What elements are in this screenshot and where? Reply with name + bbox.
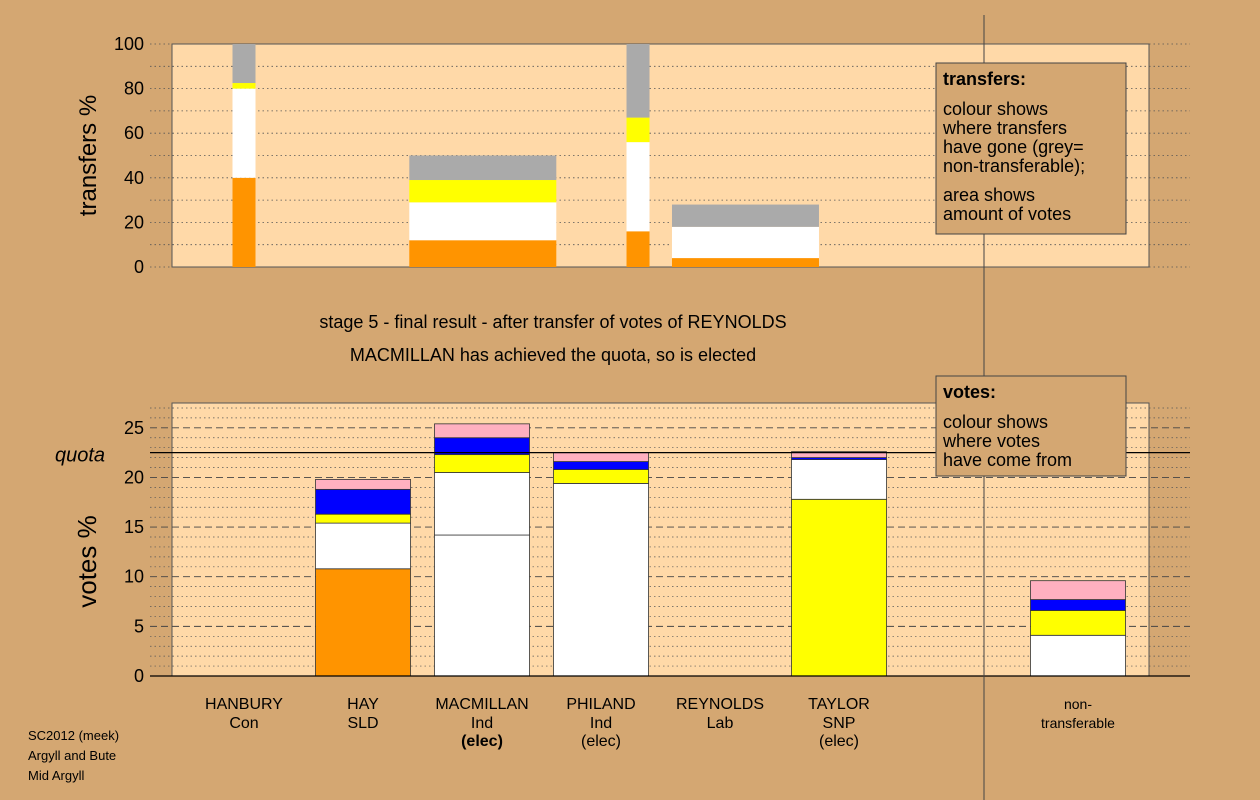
candidate-party-label: Ind xyxy=(471,715,493,732)
transfers-legend-line: non-transferable); xyxy=(943,156,1085,176)
transfers-bar-segment xyxy=(626,231,650,267)
transfers-bar-segment xyxy=(409,180,557,203)
footer-line: Argyll and Bute xyxy=(28,748,116,763)
candidate-party-label: SNP xyxy=(823,715,856,732)
votes-y-tick-label: 15 xyxy=(124,517,144,537)
candidate-party-label: Ind xyxy=(590,715,612,732)
votes-y-tick-label: 25 xyxy=(124,418,144,438)
transfers-y-tick-label: 40 xyxy=(124,168,144,188)
votes-bar-segment xyxy=(315,568,411,677)
transfers-y-tick-label: 100 xyxy=(114,34,144,54)
votes-bar-segment xyxy=(553,461,649,470)
votes-bar-segment xyxy=(315,513,411,524)
footer-line: Mid Argyll xyxy=(28,768,84,783)
transfers-legend-line: area shows xyxy=(943,185,1035,205)
transfers-bar-segment xyxy=(671,258,819,267)
stage-headline: stage 5 - final result - after transfer … xyxy=(319,312,786,332)
transfers-bar-segment xyxy=(626,44,650,118)
votes-y-tick-label: 0 xyxy=(134,666,144,686)
transfers-legend-line: amount of votes xyxy=(943,204,1071,224)
votes-bar-segment xyxy=(1030,580,1126,600)
votes-bar-segment xyxy=(791,498,887,677)
transfers-legend-line: colour shows xyxy=(943,99,1048,119)
transfers-bar-segment xyxy=(232,177,256,267)
candidate-status-label: (elec) xyxy=(581,733,621,750)
candidate-name-label: HANBURY xyxy=(205,696,283,713)
transfers-legend-line: have gone (grey= xyxy=(943,137,1084,157)
votes-legend-line: where votes xyxy=(942,431,1040,451)
transfers-bar-segment xyxy=(626,142,650,232)
candidate-status-label: (elec) xyxy=(819,733,859,750)
transfers-bar-segment xyxy=(671,204,819,227)
candidate-name-label: TAYLOR xyxy=(808,696,870,713)
footer-line: SC2012 (meek) xyxy=(28,728,119,743)
votes-y-axis-title: votes % xyxy=(72,515,102,608)
transfers-legend: transfers: colour shows where transfers … xyxy=(935,62,1127,235)
votes-bar-segment xyxy=(315,488,411,515)
votes-bar-segment xyxy=(553,452,649,462)
transfers-bar-segment xyxy=(232,44,256,84)
candidate-party-label: Lab xyxy=(707,715,734,732)
transfers-bar-segment xyxy=(232,83,256,89)
transfers-y-tick-label: 0 xyxy=(134,257,144,277)
transfers-legend-title: transfers: xyxy=(943,69,1026,89)
votes-bar-segment xyxy=(1030,634,1126,677)
quota-label: quota xyxy=(55,445,105,467)
transfers-bar-segment xyxy=(409,202,557,241)
votes-bar-segment xyxy=(791,459,887,500)
votes-bar-segment xyxy=(315,522,411,570)
votes-bar-segment xyxy=(791,451,887,459)
votes-bar-segment xyxy=(434,534,530,677)
transfers-legend-line: where transfers xyxy=(942,118,1067,138)
transfers-y-tick-label: 20 xyxy=(124,212,144,232)
votes-bar-segment xyxy=(1030,599,1126,611)
votes-bar-segment xyxy=(434,423,530,439)
votes-y-tick-label: 20 xyxy=(124,467,144,487)
votes-y-tick-label: 5 xyxy=(134,616,144,636)
candidate-status-label: (elec) xyxy=(461,733,503,750)
votes-bar-segment xyxy=(553,469,649,484)
transfers-bar-segment xyxy=(626,117,650,143)
election-status-headline: MACMILLAN has achieved the quota, so is … xyxy=(350,345,756,365)
votes-y-tick-label: 10 xyxy=(124,567,144,587)
transfers-y-tick-label: 80 xyxy=(124,79,144,99)
candidate-name-label: REYNOLDS xyxy=(676,696,764,713)
votes-bar-segment xyxy=(315,479,411,490)
candidate-party-label: Con xyxy=(229,715,258,732)
transfers-bar-segment xyxy=(409,155,557,181)
votes-legend-line: colour shows xyxy=(943,412,1048,432)
votes-bar-segment xyxy=(553,483,649,677)
transfers-y-axis-title: transfers % xyxy=(75,95,102,216)
transfers-bar-segment xyxy=(671,226,819,259)
votes-bar-segment xyxy=(434,472,530,536)
transfers-bar-segment xyxy=(409,240,557,267)
candidate-party-label: SLD xyxy=(347,715,378,732)
votes-legend-title: votes: xyxy=(943,382,996,402)
candidate-name-label: non- xyxy=(1064,696,1092,712)
votes-legend-line: have come from xyxy=(943,450,1072,470)
candidate-name-label: PHILAND xyxy=(566,696,635,713)
candidate-party-label: transferable xyxy=(1041,715,1115,731)
votes-legend: votes: colour shows where votes have com… xyxy=(935,375,1127,477)
candidate-name-label: MACMILLAN xyxy=(435,696,528,713)
transfers-bar-segment xyxy=(232,88,256,178)
votes-bar-segment xyxy=(434,454,530,473)
votes-bar-segment xyxy=(1030,610,1126,636)
candidate-name-label: HAY xyxy=(347,696,379,713)
transfers-y-tick-label: 60 xyxy=(124,123,144,143)
